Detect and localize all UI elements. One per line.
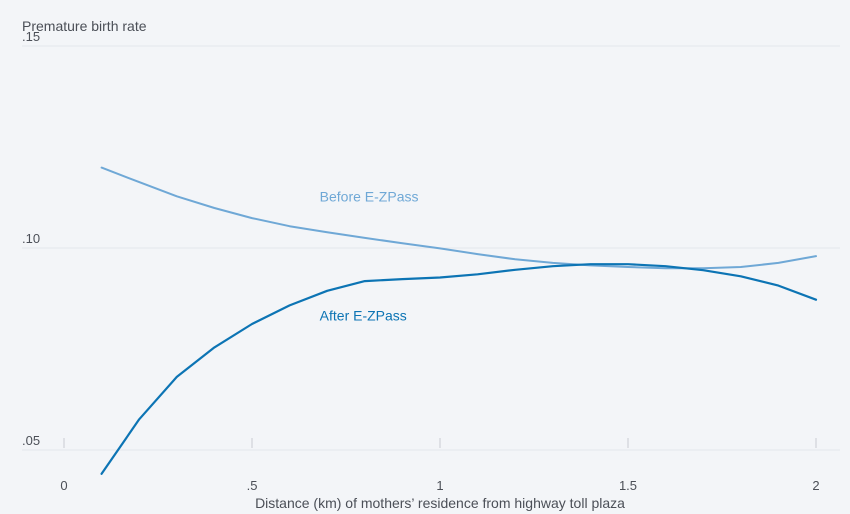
y-axis-title: Premature birth rate (22, 18, 147, 34)
y-tick-label: .15 (22, 29, 40, 44)
series-line-before (100, 166, 817, 270)
x-tick-label: 2 (812, 478, 819, 493)
series-lines (100, 166, 818, 475)
series-label-before: Before E-ZPass (320, 189, 419, 205)
x-tick-label: 0 (60, 478, 67, 493)
x-tick-label: 1.5 (619, 478, 637, 493)
x-tick-label: .5 (247, 478, 258, 493)
x-axis-title: Distance (km) of mothers’ residence from… (255, 495, 625, 511)
y-axis-ticks: .05 .10 .15 (22, 29, 40, 448)
series-labels: Before E-ZPass After E-ZPass (320, 189, 419, 324)
series-line-after (100, 263, 818, 475)
series-label-after: After E-ZPass (320, 308, 407, 324)
y-tick-label: .10 (22, 231, 40, 246)
y-tick-label: .05 (22, 433, 40, 448)
x-tick-label: 1 (436, 478, 443, 493)
x-axis-ticks: 0 .5 1 1.5 2 (60, 438, 820, 493)
